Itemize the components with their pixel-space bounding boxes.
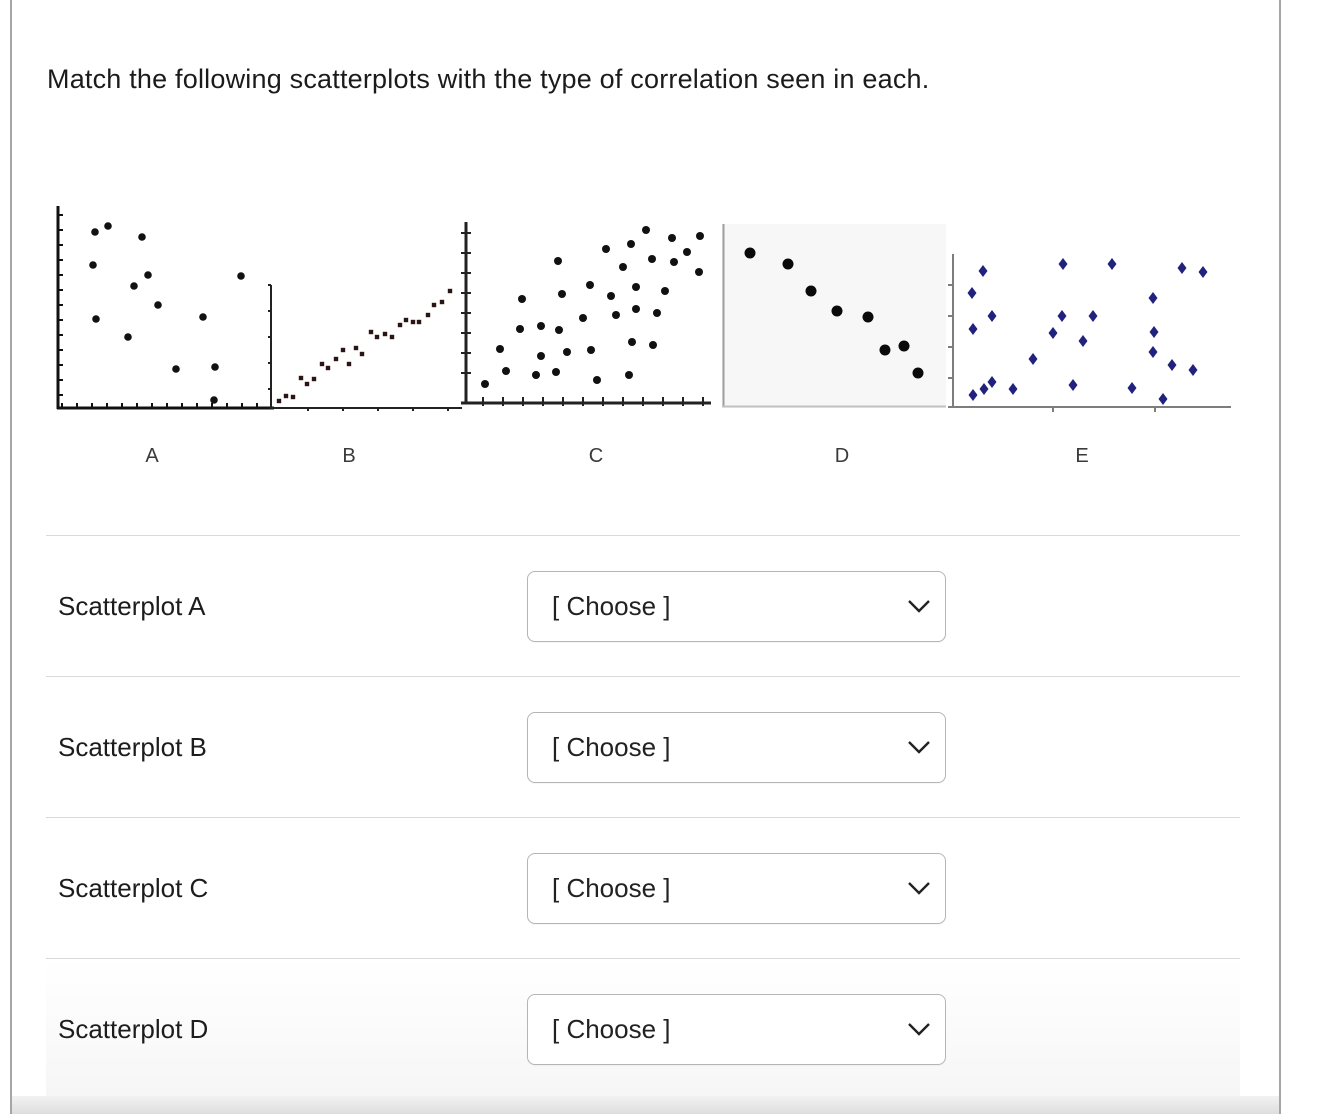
match-row-scatterplot-d: Scatterplot D [ Choose ] [46,958,1240,1100]
match-row-scatterplot-c: Scatterplot C [ Choose ] [46,817,1240,958]
plot-label-c: C [588,445,604,467]
panel-right-border [1279,0,1281,1114]
answer-dropdown-scatterplot-b[interactable]: [ Choose ] [527,711,946,783]
match-label-scatterplot-d: Scatterplot D [58,1013,209,1044]
scatterplot-c-image [461,222,711,406]
chevron-down-icon [908,600,930,613]
scatterplot-a-image [56,206,274,410]
dropdown-selected-value: [ Choose ] [552,872,671,903]
dropdown-selected-value: [ Choose ] [552,590,671,621]
scatterplot-b-image [268,284,462,411]
panel-left-border [10,0,12,1114]
plot-label-d: D [834,445,850,467]
match-label-scatterplot-c: Scatterplot C [58,872,209,903]
plot-label-b: B [342,445,356,467]
chevron-down-icon [908,741,930,754]
dropdown-selected-value: [ Choose ] [552,731,671,762]
chevron-down-icon [908,882,930,895]
answer-dropdown-scatterplot-d[interactable]: [ Choose ] [527,993,946,1065]
scatterplot-d-image [722,224,946,408]
match-label-scatterplot-a: Scatterplot A [58,590,206,621]
answer-dropdown-scatterplot-c[interactable]: [ Choose ] [527,852,946,924]
plot-label-a: A [145,445,159,467]
question-prompt: Match the following scatterplots with th… [47,64,930,94]
match-label-scatterplot-b: Scatterplot B [58,731,207,762]
plot-label-e: E [1075,445,1089,467]
chevron-down-icon [908,1023,930,1036]
dropdown-selected-value: [ Choose ] [552,1013,671,1044]
scroll-edge-strip [12,1096,1279,1114]
match-row-scatterplot-a: Scatterplot A [ Choose ] [46,535,1240,676]
matching-table: Scatterplot A [ Choose ] Scatterplot B [… [46,535,1240,1100]
scatterplots-figure: A B C D E [0,200,1320,475]
answer-dropdown-scatterplot-a[interactable]: [ Choose ] [527,570,946,642]
match-row-scatterplot-b: Scatterplot B [ Choose ] [46,676,1240,817]
scatterplot-e-image [948,254,1231,412]
